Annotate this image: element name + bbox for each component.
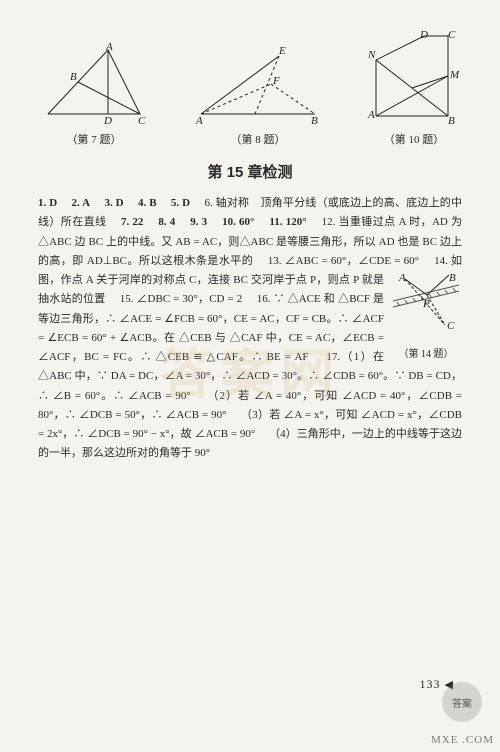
label-N: N: [367, 49, 376, 61]
label-C: C: [448, 30, 456, 41]
label-B: B: [70, 71, 77, 83]
figure-14-caption: （第 14 题）: [390, 346, 462, 364]
figure-10-svg: A B C D N M: [366, 30, 462, 124]
answer-5: 5. D: [171, 197, 190, 209]
label-M: M: [449, 69, 460, 81]
label-B: B: [448, 115, 455, 124]
figure-7: A B D C （第 7 题）: [38, 42, 150, 147]
label-B: B: [449, 273, 456, 284]
figure-8: A B E F （第 8 题）: [193, 42, 323, 147]
label-B: B: [311, 115, 318, 124]
answer-11: 11. 120°: [269, 216, 306, 228]
top-figure-row: A B D C （第 7 题） A B E F （第 8 题）: [38, 30, 462, 147]
label-D: D: [103, 115, 112, 124]
answer-15: 15. ∠DBC = 30°，CD = 2: [120, 293, 242, 305]
answers-body: 1. D 2. A 3. D 4. B 5. D 6. 轴对称 顶角平分线（或底…: [38, 194, 462, 464]
figure-14-inset: A B P C （第 14 题）: [390, 273, 462, 364]
answer-9: 9. 3: [190, 216, 207, 228]
label-C: C: [138, 115, 146, 124]
figure-8-caption: （第 8 题）: [193, 131, 323, 147]
answer-10: 10. 60°: [222, 216, 254, 228]
figure-7-svg: A B D C: [38, 42, 150, 124]
answer-8: 8. 4: [158, 216, 175, 228]
label-P: P: [422, 298, 430, 310]
answer-1: 1. D: [38, 197, 57, 209]
answer-4: 4. B: [138, 197, 157, 209]
figure-10: A B C D N M （第 10 题）: [366, 30, 462, 147]
figure-14-svg: A B P C: [391, 273, 461, 335]
label-D: D: [419, 30, 428, 41]
answer-2: 2. A: [72, 197, 91, 209]
answer-13: 13. ∠ABC = 60°，∠CDE = 60°: [268, 255, 419, 267]
label-A: A: [367, 109, 375, 121]
stamp-badge-text: 答案: [452, 695, 472, 710]
label-A: A: [195, 115, 203, 124]
figure-8-svg: A B E F: [193, 42, 323, 124]
page-number-value: 133: [420, 677, 441, 691]
corner-watermark: MXE .COM: [431, 734, 494, 746]
section-title: 第 15 章检测: [38, 161, 462, 182]
label-A: A: [105, 42, 113, 53]
figure-7-caption: （第 7 题）: [38, 131, 150, 147]
label-E: E: [278, 45, 286, 57]
figure-10-caption: （第 10 题）: [366, 131, 462, 147]
label-A: A: [398, 273, 406, 284]
stamp-badge: 答案: [442, 682, 482, 722]
answer-7: 7. 22: [121, 216, 143, 228]
label-C: C: [447, 320, 455, 332]
label-F: F: [272, 75, 280, 87]
answer-3: 3. D: [104, 197, 123, 209]
